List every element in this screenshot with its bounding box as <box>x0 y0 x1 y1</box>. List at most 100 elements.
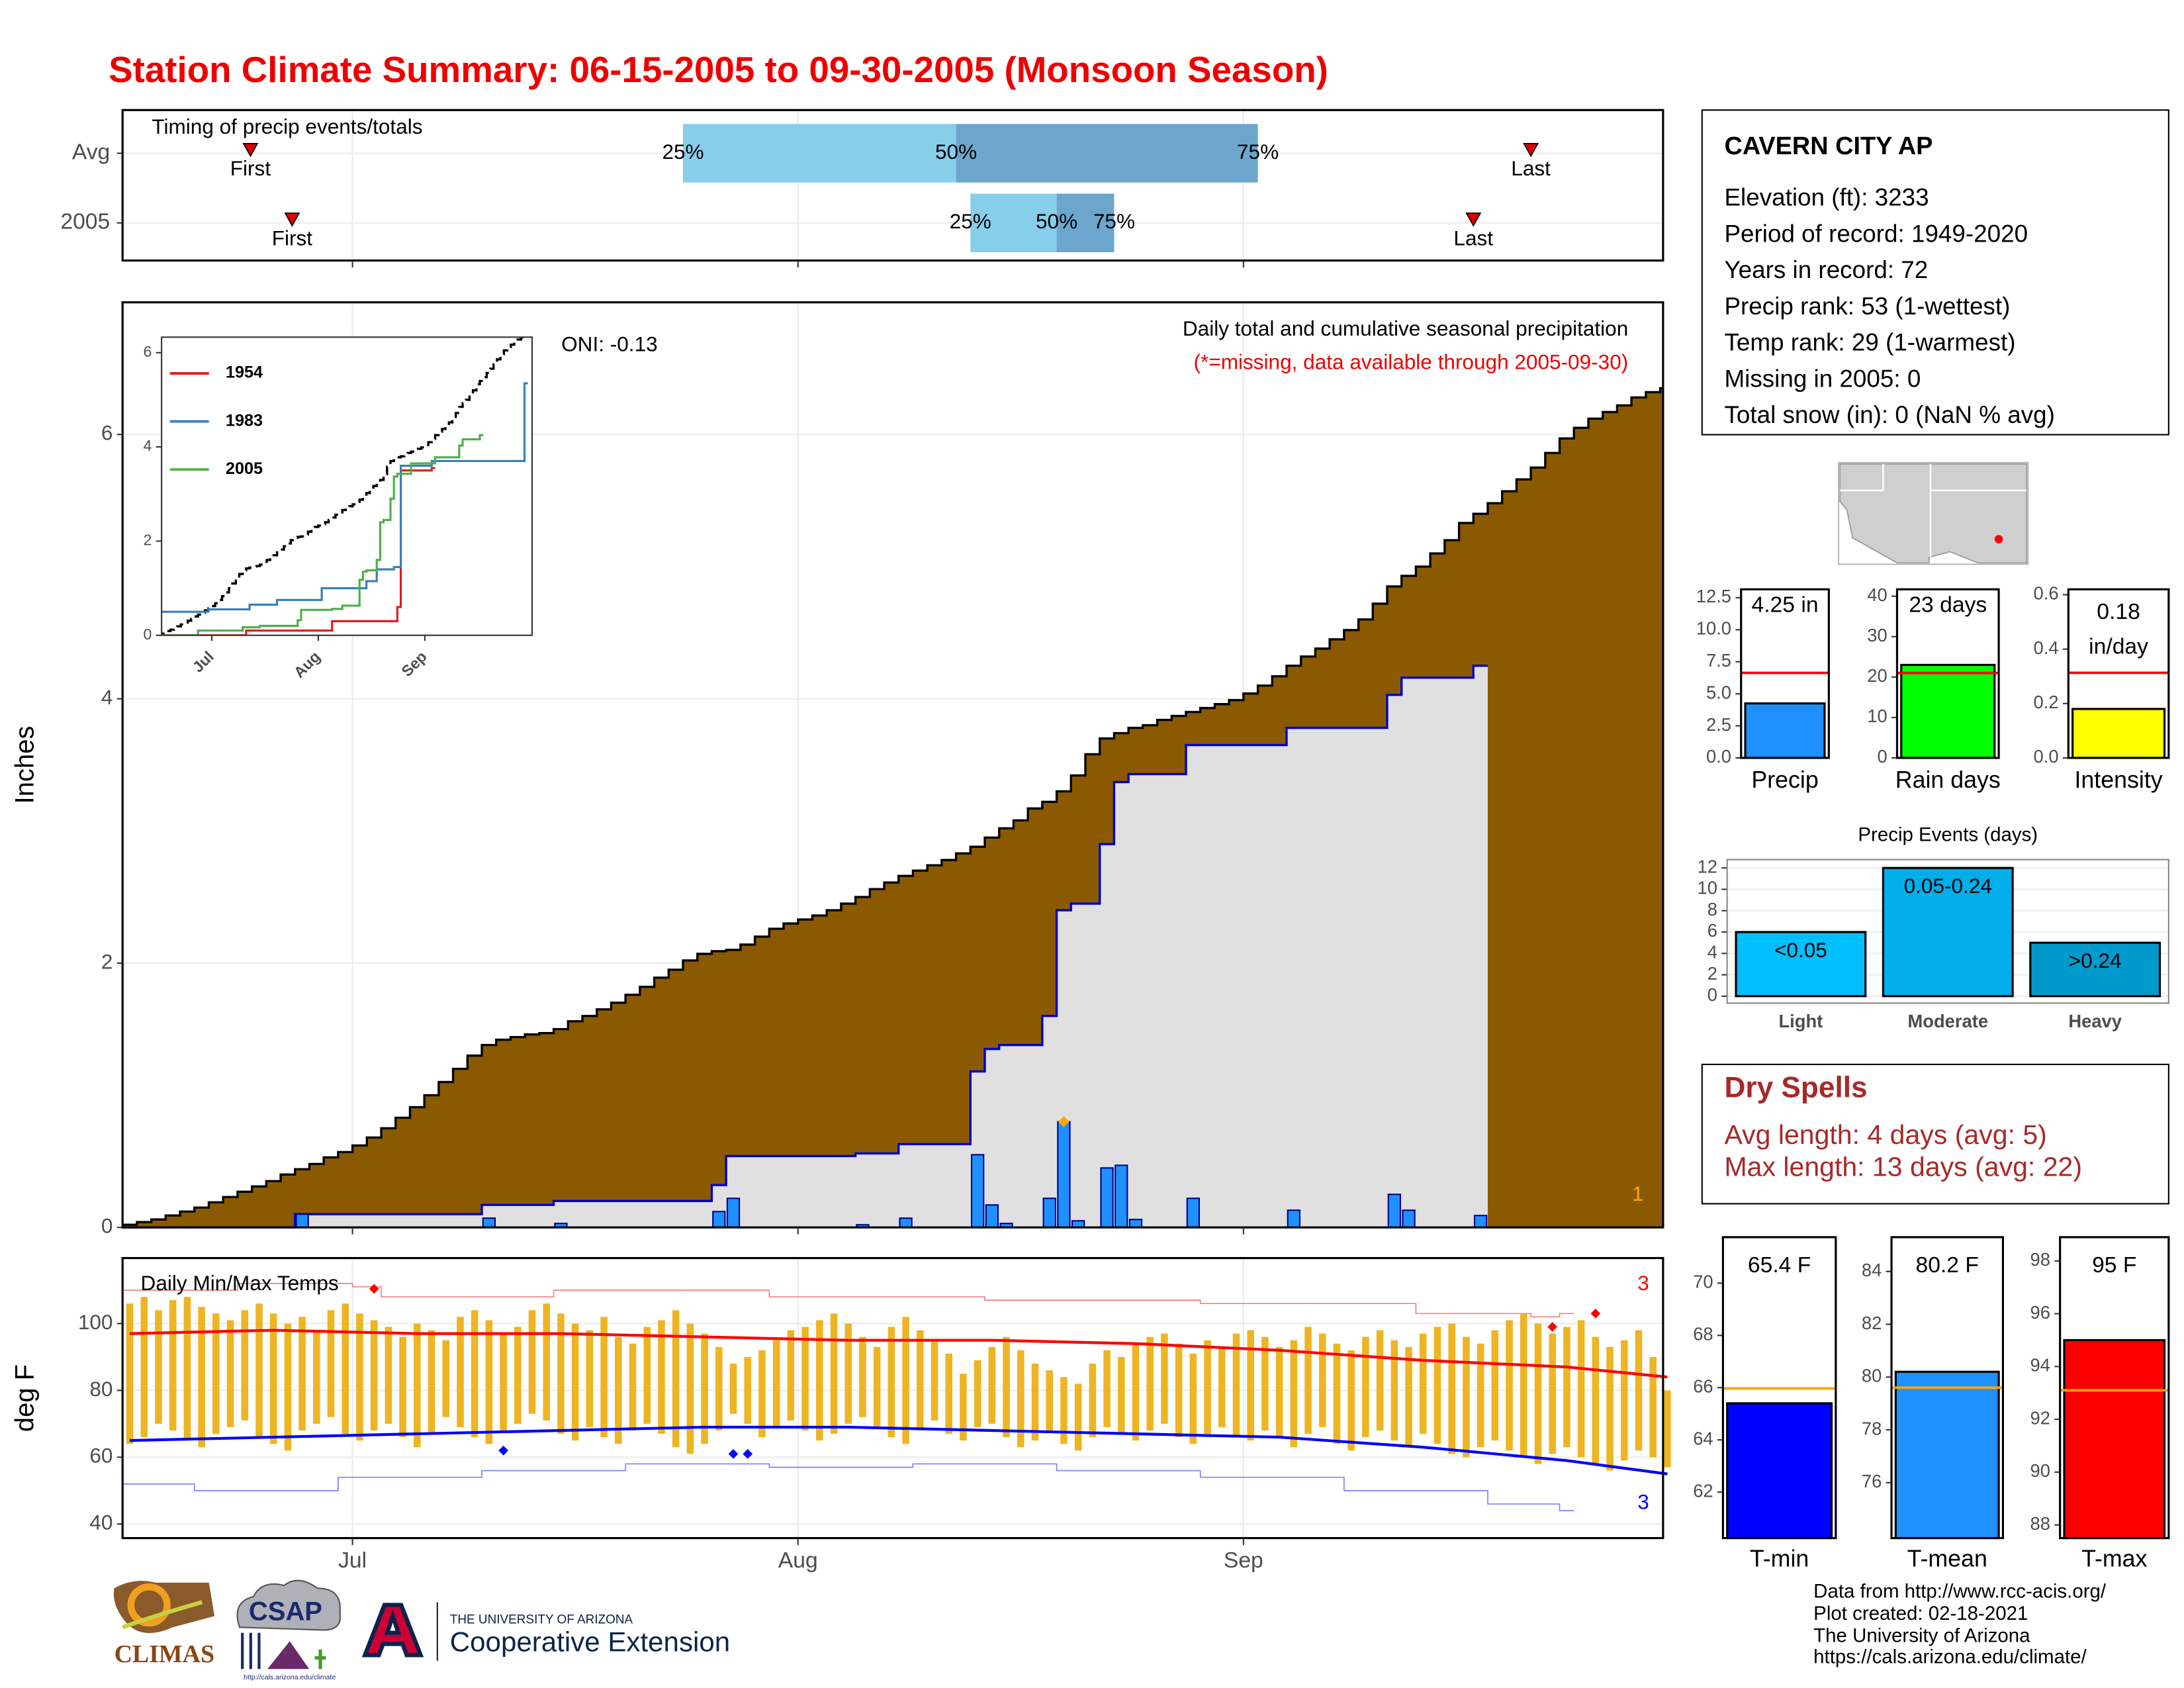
temp-bar <box>1606 1346 1614 1471</box>
y-tick-label: 10 <box>1867 706 1887 726</box>
y-tick-label: 94 <box>2030 1355 2050 1376</box>
temp-bar <box>1520 1313 1527 1458</box>
temp-bar <box>729 1364 737 1414</box>
season-cumulative-area <box>122 665 1488 1228</box>
dry-spells-box: Dry Spells Avg length: 4 days (avg: 5) M… <box>1701 1063 2169 1205</box>
temp-bar <box>988 1346 996 1424</box>
temp-bar <box>471 1310 478 1438</box>
page-title: Station Climate Summary: 06-15-2005 to 0… <box>109 49 1328 90</box>
y-tick-label: 84 <box>1862 1260 1882 1280</box>
y-tick-label: 0 <box>144 626 152 643</box>
temp-bar <box>917 1330 924 1430</box>
y-tick-label: 6 <box>101 421 113 445</box>
event-category: Moderate <box>1907 1011 1988 1031</box>
y-tick-label: 4 <box>1707 942 1717 962</box>
temp-bar <box>643 1327 651 1424</box>
temp-bar <box>284 1323 292 1451</box>
plot-frame <box>1721 1236 1837 1540</box>
event-marker <box>1523 142 1539 158</box>
daily-bar <box>899 1217 913 1229</box>
daily-bar <box>970 1154 985 1229</box>
y-tick-label: 100 <box>78 1310 113 1334</box>
y-tick-label: 10.0 <box>1696 618 1731 639</box>
temp-bar <box>528 1310 536 1414</box>
temp-bar <box>183 1297 191 1441</box>
gauge-value-label: 23 days <box>1909 592 1987 617</box>
gauge-category: T-min <box>1750 1546 1809 1572</box>
temp-bar <box>1649 1356 1657 1458</box>
temp-bar <box>414 1323 421 1448</box>
record-marker <box>1058 1116 1069 1127</box>
quantile-label: 50% <box>935 140 977 164</box>
y-tick-label: 78 <box>1862 1418 1882 1438</box>
y-tick-label: 76 <box>1862 1471 1882 1491</box>
station-line: Missing in 2005: 0 <box>1724 365 1921 392</box>
plot-frame <box>2067 588 2170 759</box>
plot-frame <box>1895 588 2000 759</box>
event-category: Light <box>1778 1011 1823 1031</box>
gauge-value-label: 65.4 F <box>1748 1253 1811 1278</box>
temp-bar <box>787 1330 795 1421</box>
temp-bar <box>198 1307 205 1448</box>
station-line: Period of record: 1949-2020 <box>1724 220 2028 247</box>
record-marker <box>498 1445 508 1456</box>
legend-label: 2005 <box>226 459 263 478</box>
precip-title: Daily total and cumulative seasonal prec… <box>1183 316 1628 340</box>
temp-bar <box>428 1330 435 1434</box>
y-tick-label: 2005 <box>60 210 110 234</box>
average-dashed-line <box>161 337 528 635</box>
y-tick-label: 80 <box>89 1377 113 1401</box>
timing-title: Timing of precip events/totals <box>152 115 422 138</box>
event-category: Heavy <box>2068 1011 2122 1031</box>
temp-bar <box>385 1327 392 1424</box>
map-borders <box>1840 463 2027 557</box>
temp-bar <box>155 1310 162 1424</box>
gauge-category: T-mean <box>1907 1546 1987 1572</box>
csap-text: CSAP <box>249 1597 322 1626</box>
map-land <box>1839 463 2028 564</box>
daily-bar <box>1115 1164 1128 1229</box>
quantile-label: 25% <box>662 140 704 164</box>
temp-bar <box>1031 1364 1039 1441</box>
station-line: Years in record: 72 <box>1724 256 1928 283</box>
y-tick-label: 7.5 <box>1706 650 1731 671</box>
quartile-bar <box>970 193 1057 252</box>
temp-bar <box>557 1313 565 1434</box>
temp-bar <box>514 1327 522 1424</box>
temp-bar <box>1247 1330 1254 1441</box>
y-tick-label: 20 <box>1867 665 1887 686</box>
temp-bar <box>600 1317 608 1438</box>
temp-bar <box>1060 1377 1068 1444</box>
y-tick-label: 88 <box>2030 1513 2050 1534</box>
temp-bar <box>816 1320 823 1441</box>
station-line: Temp rank: 29 (1-warmest) <box>1724 329 2015 356</box>
event-label: First <box>272 226 313 250</box>
temp-bar <box>1506 1320 1513 1451</box>
temp-bar <box>960 1374 967 1441</box>
y-tick-label: 0 <box>1707 984 1717 1005</box>
quantile-label: 75% <box>1237 140 1279 164</box>
daily-bar <box>1387 1194 1402 1229</box>
temp-bar <box>241 1310 249 1421</box>
logos: CLIMAS CSAP http://cals.arizona.edu/clim… <box>113 1579 730 1681</box>
y-tick-label: 98 <box>2030 1249 2050 1270</box>
y-tick-label: 92 <box>2030 1407 2050 1428</box>
temp-bar <box>1420 1333 1427 1434</box>
footer-line: Data from http://www.rcc-acis.org/ <box>1813 1580 2107 1602</box>
temp-bar <box>1218 1346 1226 1427</box>
temp-bar <box>1390 1340 1398 1441</box>
temp-bar <box>873 1346 881 1427</box>
year-line <box>161 434 484 635</box>
temp-bar <box>1477 1343 1484 1448</box>
record-max-line <box>122 1283 1574 1318</box>
daily-bar <box>1402 1209 1416 1229</box>
temp-bar <box>571 1323 579 1441</box>
temp-bar <box>1003 1336 1010 1438</box>
temp-bar <box>931 1340 938 1421</box>
x-tick-label: Jul <box>338 1548 367 1573</box>
temp-bar <box>902 1317 909 1444</box>
daily-bar <box>1057 1121 1071 1229</box>
event-bar <box>1882 867 2014 998</box>
gauge-category: Rain days <box>1895 767 2001 793</box>
season-cumulative-line <box>122 665 1488 1229</box>
